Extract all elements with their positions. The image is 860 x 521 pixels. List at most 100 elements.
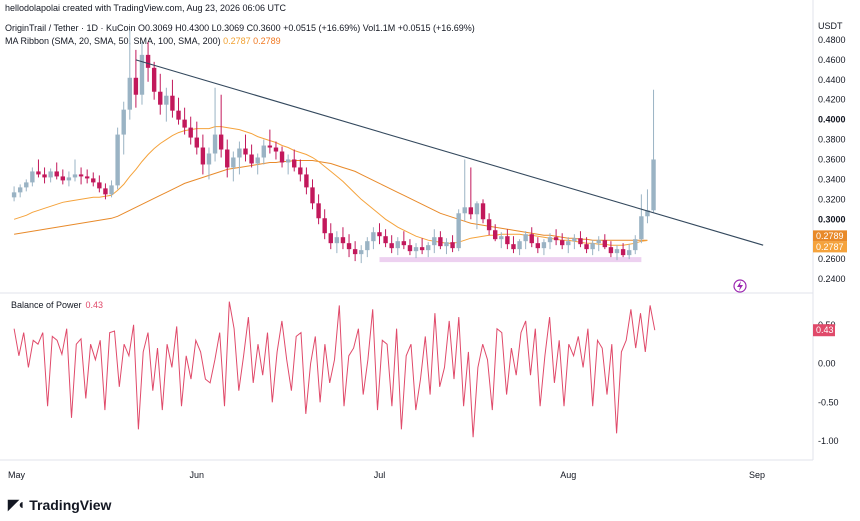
candle-body: [316, 203, 321, 219]
bop-tick-label: 0.00: [818, 359, 836, 369]
candle: [139, 41, 145, 105]
candle-body: [243, 148, 248, 155]
price-tick-label: 0.3600: [818, 154, 846, 164]
candle-body: [60, 176, 66, 181]
candle: [401, 231, 407, 250]
candle: [133, 49, 139, 108]
lightning-icon[interactable]: [733, 279, 747, 293]
candle: [322, 209, 327, 240]
candle: [316, 194, 321, 225]
candle-body: [529, 234, 534, 244]
candle-body: [359, 250, 364, 255]
candle-body: [450, 242, 455, 249]
candle: [237, 141, 242, 175]
candle: [578, 231, 583, 248]
candle-body: [432, 237, 437, 246]
price-tag-bg: [813, 230, 847, 242]
candle: [651, 89, 656, 213]
candle-body: [511, 244, 516, 250]
candle: [127, 29, 132, 120]
candle-body: [346, 243, 352, 250]
candle-body: [84, 176, 90, 179]
candle-body: [267, 145, 273, 148]
candle-body: [24, 182, 29, 188]
candle-body: [127, 77, 132, 110]
candle: [346, 234, 352, 258]
candle: [419, 238, 425, 255]
price-tick-label: 0.4600: [818, 55, 846, 65]
candle-body: [584, 244, 589, 250]
descending-trendline: [135, 59, 764, 246]
candle-body: [535, 243, 541, 249]
bop-line: [13, 301, 656, 438]
candle: [499, 232, 504, 249]
candle-body: [419, 247, 425, 251]
price-tag-label: 0.2787: [816, 242, 844, 252]
candle: [164, 87, 169, 122]
candle-body: [188, 127, 193, 138]
candle: [626, 244, 632, 260]
candle: [243, 134, 248, 162]
candle: [432, 229, 437, 254]
candle: [395, 237, 400, 256]
candle-body: [639, 216, 644, 240]
candle: [359, 245, 364, 264]
candle-body: [285, 159, 291, 163]
candle-body: [48, 171, 53, 178]
price-tick-label: 0.3800: [818, 135, 846, 145]
candle-body: [115, 134, 120, 186]
candle: [279, 146, 285, 168]
candle-body: [279, 151, 285, 163]
candle: [444, 238, 449, 255]
candle: [66, 171, 72, 187]
symbol-ohlc-line[interactable]: OriginTrail / Tether · 1D · KuCoin O0.30…: [5, 23, 475, 33]
candle: [334, 231, 340, 254]
candle-body: [151, 67, 157, 92]
candle-body: [559, 240, 565, 246]
candle-body: [505, 236, 510, 245]
candle: [42, 167, 47, 184]
candle-body: [109, 185, 114, 195]
candle-body: [66, 177, 72, 181]
candle: [285, 154, 291, 175]
ma20-value: 0.2787: [223, 36, 251, 46]
candle-body: [596, 240, 601, 244]
bop-tick-label: -0.50: [818, 397, 839, 407]
bop-label[interactable]: Balance of Power 0.43: [11, 300, 103, 310]
candle: [511, 236, 516, 254]
candle-body: [645, 210, 650, 217]
candle: [352, 241, 358, 262]
candle-body: [91, 178, 96, 183]
price-tag-bg: [813, 241, 847, 253]
candle-body: [54, 171, 59, 177]
candle: [572, 234, 577, 250]
ma20-line: [13, 126, 648, 246]
candle-body: [194, 137, 199, 148]
price-tick-label: 0.3400: [818, 174, 846, 184]
candle-body: [36, 171, 41, 175]
candle: [24, 179, 29, 192]
candle-body: [206, 153, 212, 165]
support-zone: [379, 257, 642, 263]
candle-body: [310, 187, 315, 204]
candle: [462, 159, 467, 222]
candle: [121, 101, 126, 155]
candle-body: [158, 91, 163, 105]
time-tick-label: Sep: [749, 470, 765, 480]
candle-body: [468, 207, 474, 215]
candle: [273, 141, 279, 160]
candle: [535, 237, 541, 254]
price-tag-label: 0.2789: [816, 231, 844, 241]
candle: [298, 159, 303, 182]
candle: [158, 73, 163, 115]
candle: [468, 167, 474, 220]
ma-ribbon-legend[interactable]: MA Ribbon (SMA, 20, SMA, 50, SMA, 100, S…: [5, 36, 281, 46]
candle-body: [340, 237, 346, 244]
candle-body: [170, 95, 175, 111]
candle-body: [395, 241, 400, 249]
candle: [84, 169, 90, 184]
candle: [255, 153, 260, 175]
candle-body: [553, 237, 559, 241]
candle-body: [11, 192, 17, 198]
